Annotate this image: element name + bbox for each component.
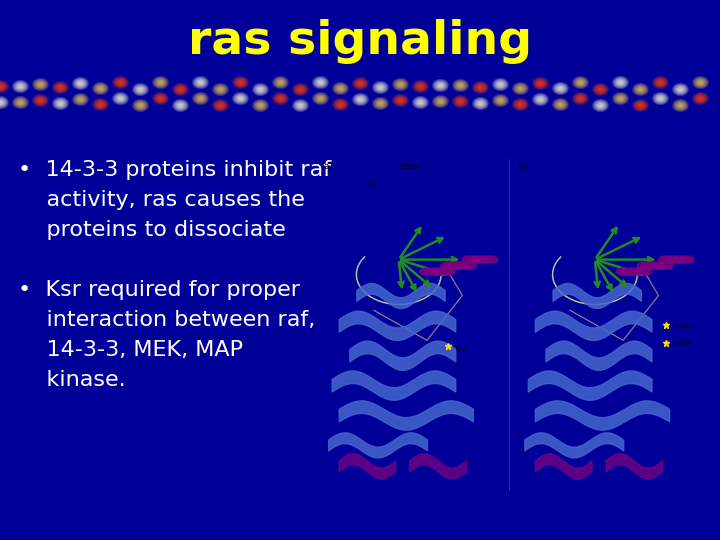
Ellipse shape: [455, 262, 469, 269]
Ellipse shape: [637, 268, 652, 275]
Ellipse shape: [427, 268, 441, 275]
Text: NH₂: NH₂: [368, 181, 382, 187]
Ellipse shape: [420, 268, 434, 275]
Text: Lip: Lip: [455, 346, 466, 352]
Ellipse shape: [659, 262, 672, 269]
Text: pY195: pY195: [672, 341, 692, 346]
Ellipse shape: [616, 268, 630, 275]
Ellipse shape: [665, 256, 680, 263]
Ellipse shape: [434, 268, 448, 275]
Ellipse shape: [448, 262, 462, 269]
Text: 14-3-3, MEK, MAP: 14-3-3, MEK, MAP: [18, 340, 243, 360]
Text: (a): (a): [321, 162, 333, 171]
Ellipse shape: [624, 268, 637, 275]
Text: (b): (b): [517, 162, 529, 171]
Text: pT133: pT133: [672, 323, 693, 328]
Ellipse shape: [477, 256, 490, 263]
Text: •  Ksr required for proper: • Ksr required for proper: [18, 280, 300, 300]
Text: kinase.: kinase.: [18, 370, 125, 390]
Ellipse shape: [630, 268, 644, 275]
Ellipse shape: [484, 256, 498, 263]
Text: COOH: COOH: [400, 164, 420, 170]
Ellipse shape: [659, 256, 672, 263]
Text: ras signaling: ras signaling: [188, 19, 532, 64]
Ellipse shape: [441, 262, 455, 269]
Ellipse shape: [672, 256, 687, 263]
Ellipse shape: [680, 256, 694, 263]
Ellipse shape: [652, 262, 665, 269]
Ellipse shape: [469, 256, 484, 263]
Ellipse shape: [462, 256, 477, 263]
Text: proteins to dissociate: proteins to dissociate: [18, 220, 286, 240]
Ellipse shape: [441, 268, 455, 275]
Text: activity, ras causes the: activity, ras causes the: [18, 190, 305, 210]
Ellipse shape: [644, 262, 659, 269]
Text: •  14-3-3 proteins inhibit raf: • 14-3-3 proteins inhibit raf: [18, 160, 331, 180]
Ellipse shape: [637, 262, 652, 269]
Text: interaction between raf,: interaction between raf,: [18, 310, 315, 330]
Ellipse shape: [462, 262, 477, 269]
